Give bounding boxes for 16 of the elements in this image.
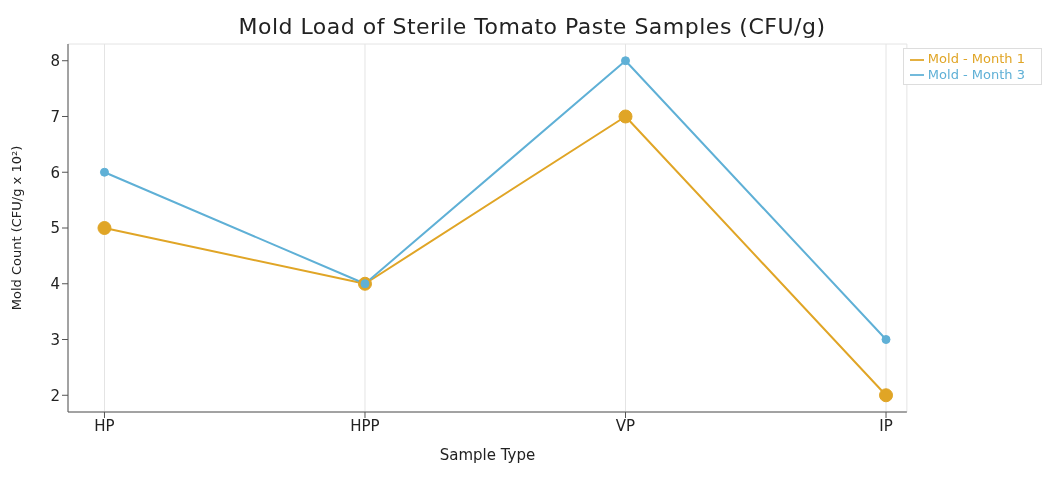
- y-tick-label: 7: [50, 107, 60, 126]
- y-axis-title: Mold Count (CFU/g x 10²): [8, 145, 24, 311]
- x-tick-label: IP: [879, 416, 893, 435]
- y-tick-label: 5: [50, 219, 60, 238]
- x-tick-label: VP: [615, 416, 636, 435]
- x-tick-label: HPP: [350, 416, 380, 435]
- x-axis-title: Sample Type: [439, 446, 536, 464]
- y-tick-label: 8: [50, 52, 60, 71]
- legend-label: Mold - Month 3: [927, 66, 1025, 82]
- x-tick-label: HP: [94, 416, 115, 435]
- legend-label: Mold - Month 1: [927, 51, 1025, 66]
- chart-title: Mold Load of Sterile Tomato Paste Samples (CFU/g): [237, 14, 827, 39]
- y-tick-label: 3: [50, 330, 60, 349]
- y-tick-label: 4: [50, 275, 60, 294]
- y-tick-label: 6: [50, 163, 60, 182]
- y-tick-label: 2: [50, 386, 60, 405]
